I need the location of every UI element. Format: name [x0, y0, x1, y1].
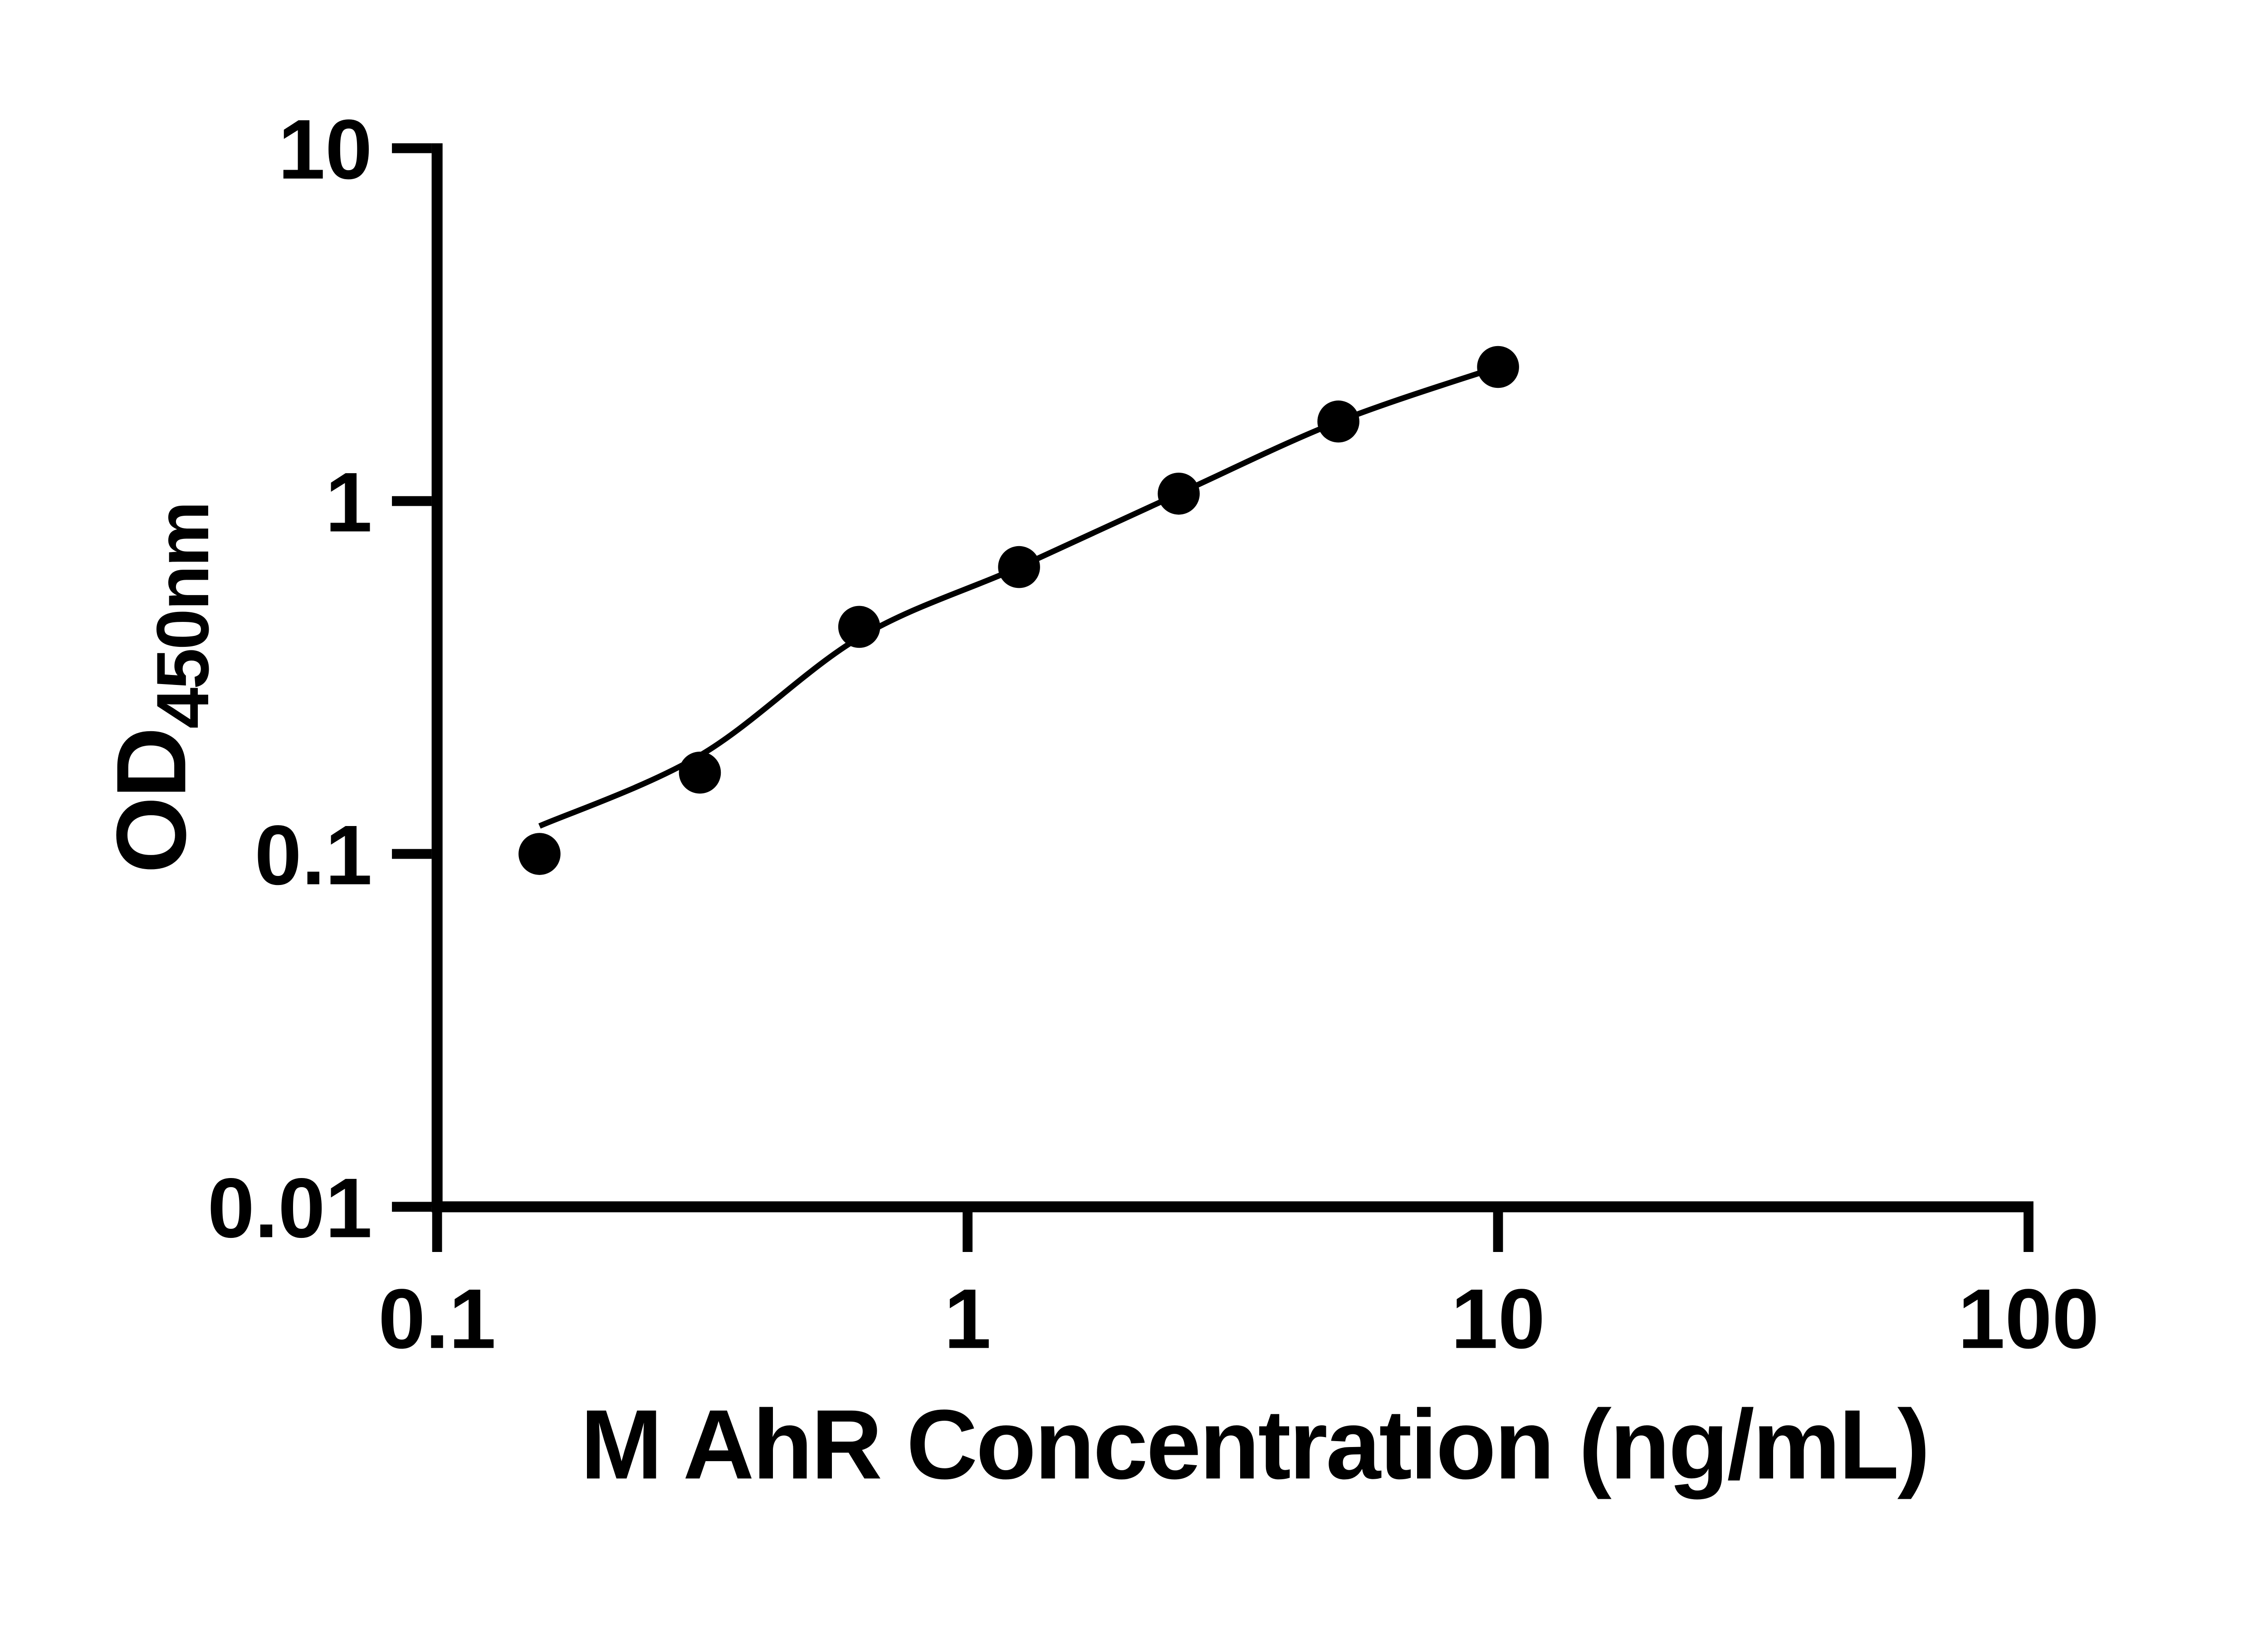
trend-curve: [538, 364, 1499, 829]
data-point: [1317, 400, 1359, 443]
x-tick-label: 1: [944, 1271, 991, 1366]
data-point: [679, 751, 721, 794]
data-point: [1158, 473, 1200, 515]
axes: [392, 143, 2033, 1252]
data-point: [1477, 346, 1519, 388]
data-point: [838, 606, 880, 648]
y-tick-label: 0.1: [254, 807, 372, 902]
x-tick-label: 100: [1958, 1271, 2099, 1366]
y-axis-title-main: OD: [96, 729, 206, 874]
y-axis-title-sub: 450nm: [141, 503, 224, 728]
data-points: [518, 346, 1519, 875]
y-tick-label: 1: [325, 455, 372, 550]
y-tick-label: 0.01: [207, 1160, 372, 1255]
x-tick-label: 10: [1451, 1271, 1545, 1366]
x-axis-title: M AhR Concentration (ng/mL): [580, 1389, 1928, 1500]
trend-curve-path: [538, 364, 1499, 829]
y-tick-label: 10: [278, 102, 372, 197]
x-tick-label: 0.1: [378, 1271, 496, 1366]
elisa-standard-curve-figure: 10 1 0.1 0.01 0.1 1 10 100 M AhR Concentration …: [96, 102, 2099, 1500]
data-point: [518, 833, 561, 875]
data-point: [998, 546, 1040, 588]
y-axis-title: OD450nm: [96, 503, 224, 873]
